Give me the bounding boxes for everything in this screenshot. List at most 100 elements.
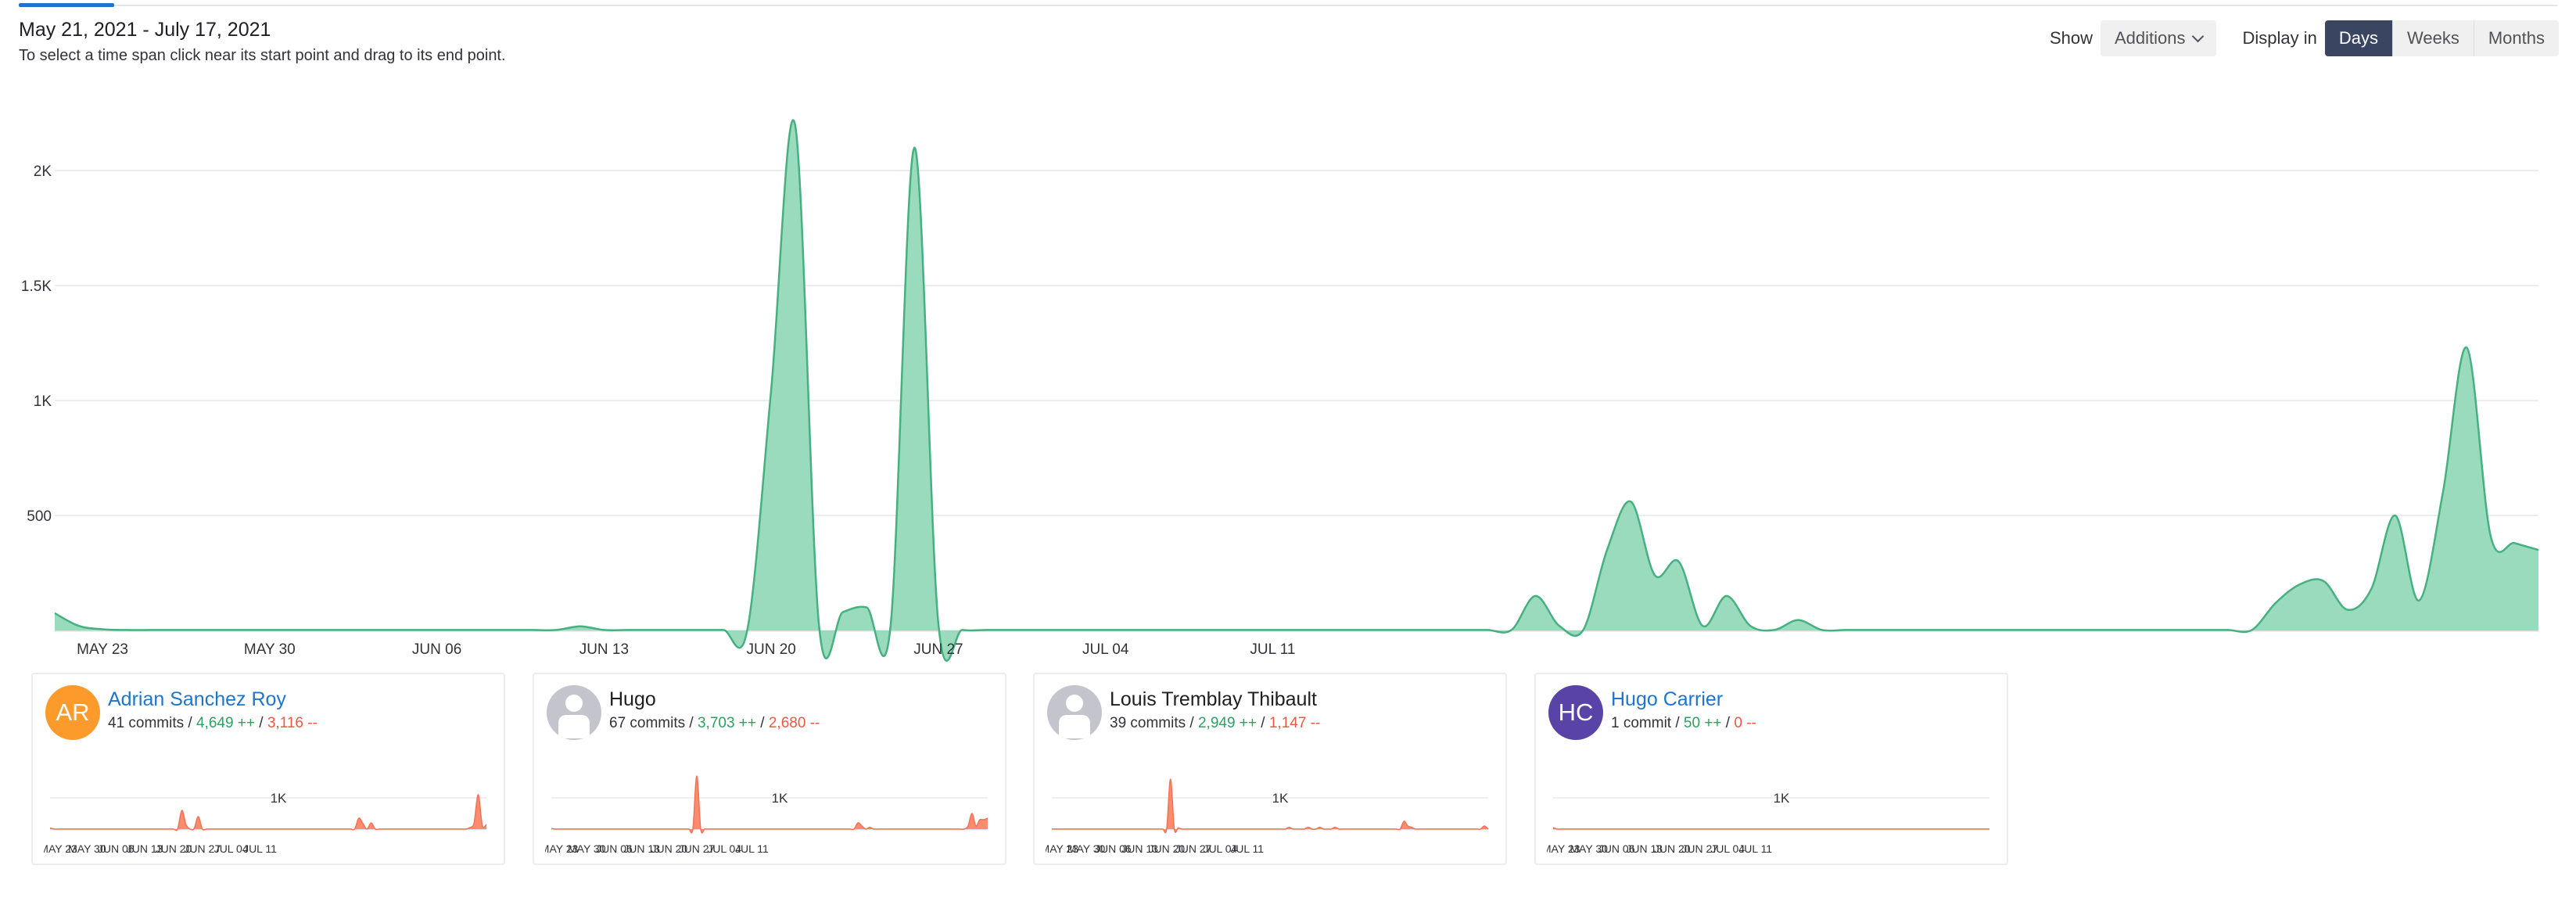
x-tick-label: JUN 27 [184, 842, 221, 855]
active-tab-indicator [19, 3, 114, 7]
x-tick-label: MAY 30 [1570, 842, 1608, 855]
x-tick-label: JUN 13 [1626, 842, 1663, 855]
default-avatar-icon [1047, 685, 1102, 740]
x-tick-label: MAY 30 [1067, 842, 1106, 855]
x-tick-label: JUL 04 [1082, 641, 1129, 658]
commit-count: 39 commits [1110, 715, 1186, 731]
interval-weeks-button[interactable]: Weeks [2392, 20, 2474, 56]
x-tick-label: JUN 06 [98, 842, 135, 855]
contributor-card: Hugo 67 commits / 3,703 ++ / 2,680 -- 1K… [533, 673, 1006, 865]
x-tick-label: JUN 27 [913, 641, 963, 658]
x-tick-label: JUL 11 [1738, 842, 1772, 855]
y-tick-label: 500 [27, 508, 52, 525]
x-tick-label: JUN 27 [679, 842, 716, 855]
contributor-line [551, 775, 988, 834]
contributor-line [49, 794, 487, 831]
x-tick-label: JUN 13 [1121, 842, 1158, 855]
x-tick-label: MAY 23 [545, 842, 579, 855]
contributor-stats: 67 commits / 3,703 ++ / 2,680 -- [609, 715, 820, 731]
y-tick-label: 1.5K [21, 278, 52, 295]
y-tick-label: 1K [34, 393, 52, 410]
x-tick-label: JUN 27 [1681, 842, 1718, 855]
x-tick-label: JUN 06 [1095, 842, 1132, 855]
metric-dropdown[interactable]: Additions [2100, 20, 2216, 56]
contributor-name: Louis Tremblay Thibault [1110, 688, 1317, 710]
x-tick-label: JUN 06 [412, 641, 461, 658]
contributor-card: HC Hugo Carrier 1 commit / 50 ++ / 0 -- … [1534, 673, 2008, 865]
interval-toggle: Days Weeks Months [2324, 20, 2559, 56]
x-tick-label: JUN 13 [127, 842, 163, 855]
deletions-count: 1,147 -- [1268, 715, 1321, 731]
y-tick-label: 1K [772, 791, 788, 806]
interval-days-button[interactable]: Days [2324, 20, 2392, 56]
x-tick-label: JUL 04 [707, 842, 741, 855]
contributor-card: Louis Tremblay Thibault 39 commits / 2,9… [1033, 673, 1507, 865]
y-tick-label: 1K [1774, 791, 1790, 806]
additions-area-chart[interactable]: 500 1K 1.5K 2K MAY 23 MAY 30 JUN 06 JUN 13 JUN 2… [0, 94, 2576, 665]
date-range-title: May 21, 2021 - July 17, 2021 [19, 19, 271, 41]
x-tick-label: JUL 04 [1710, 842, 1745, 855]
x-tick-label: JUN 13 [623, 842, 660, 855]
avatar: HC [1548, 685, 1603, 740]
interval-months-button[interactable]: Months [2473, 20, 2559, 56]
contributor-area [50, 794, 486, 831]
deletions-count: 2,680 -- [768, 715, 820, 731]
x-tick-label: JUL 11 [735, 842, 769, 855]
x-tick-label: JUN 06 [596, 842, 633, 855]
x-tick-label: JUL 04 [1203, 842, 1237, 855]
chart-controls: Show Additions Display in Days Weeks Mon… [2050, 20, 2559, 56]
show-label: Show [2049, 28, 2093, 48]
additions-count: 2,949 ++ [1197, 715, 1258, 731]
contributor-card: AR Adrian Sanchez Roy 41 commits / 4,649… [31, 673, 505, 865]
contributor-stats: 1 commit / 50 ++ / 0 -- [1611, 715, 1756, 731]
x-tick-label: JUN 13 [579, 641, 629, 658]
x-tick-label: JUL 11 [1230, 842, 1264, 855]
contributor-line [1051, 778, 1489, 834]
x-tick-label: JUN 20 [156, 842, 192, 855]
x-tick-label: JUL 04 [214, 842, 249, 855]
y-tick-label: 2K [34, 163, 52, 180]
contributor-name: Hugo [609, 688, 656, 710]
x-tick-label: JUL 11 [1250, 641, 1295, 658]
contributor-stats: 39 commits / 2,949 ++ / 1,147 -- [1110, 715, 1321, 731]
x-tick-label: JUN 20 [1654, 842, 1691, 855]
deletions-count: 0 -- [1734, 715, 1756, 731]
x-tick-label: JUN 20 [651, 842, 687, 855]
avatar: AR [45, 685, 100, 740]
contributor-name-link[interactable]: Adrian Sanchez Roy [108, 688, 286, 710]
display-in-label: Display in [2242, 28, 2317, 48]
tab-underline [19, 5, 2557, 6]
y-tick-label: 1K [1272, 791, 1289, 806]
x-tick-label: MAY 23 [44, 842, 77, 855]
avatar-initials: HC [1558, 699, 1594, 726]
x-tick-label: MAY 23 [1547, 842, 1580, 855]
x-tick-label: JUN 06 [1598, 842, 1635, 855]
x-tick-label: MAY 30 [68, 842, 106, 855]
contributor-stats: 41 commits / 4,649 ++ / 3,116 -- [108, 715, 318, 731]
commit-count: 67 commits [609, 715, 686, 731]
x-tick-label: JUN 20 [1148, 842, 1185, 855]
selection-hint: To select a time span click near its sta… [19, 47, 506, 64]
commit-count: 41 commits [108, 715, 185, 731]
contributor-area [551, 776, 988, 833]
metric-dropdown-value: Additions [2114, 28, 2186, 48]
contributor-name-link[interactable]: Hugo Carrier [1611, 688, 1724, 710]
contributor-area [1052, 779, 1488, 833]
x-tick-label: MAY 30 [244, 641, 296, 658]
commit-count: 1 commit [1611, 715, 1672, 731]
y-tick-label: 1K [271, 791, 287, 806]
x-tick-label: JUL 11 [243, 842, 277, 855]
default-avatar-icon [547, 685, 601, 740]
chevron-down-icon [2191, 30, 2204, 42]
x-tick-label: MAY 23 [77, 641, 128, 658]
x-tick-label: MAY 30 [568, 842, 606, 855]
contributor-line [1552, 827, 1989, 830]
x-tick-label: JUN 27 [1175, 842, 1212, 855]
avatar-initials: AR [56, 699, 90, 726]
additions-area [55, 120, 2538, 661]
additions-count: 3,703 ++ [697, 715, 757, 731]
